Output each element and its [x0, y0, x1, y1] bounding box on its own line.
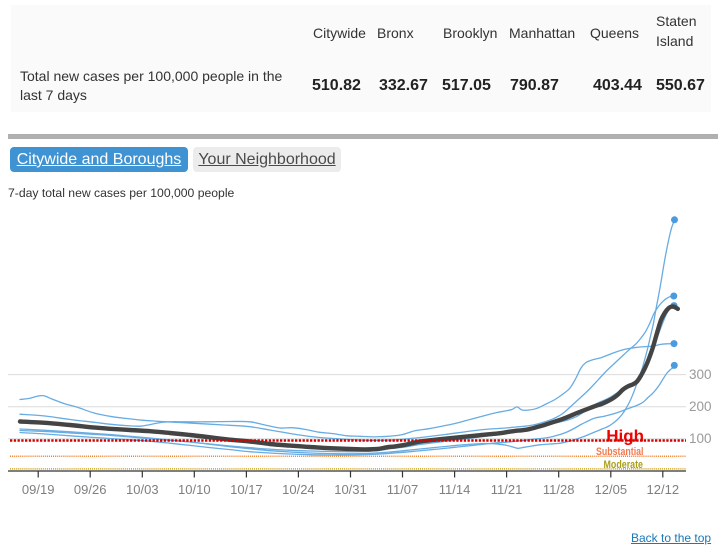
svg-text:09/26: 09/26 — [74, 482, 107, 497]
svg-text:12/05: 12/05 — [595, 482, 628, 497]
svg-text:10/31: 10/31 — [334, 482, 367, 497]
svg-text:10/10: 10/10 — [178, 482, 211, 497]
svg-text:300: 300 — [689, 367, 712, 382]
svg-text:200: 200 — [689, 399, 712, 414]
svg-text:10/24: 10/24 — [282, 482, 315, 497]
svg-text:11/14: 11/14 — [439, 482, 471, 497]
svg-text:11/28: 11/28 — [543, 482, 575, 497]
svg-text:11/21: 11/21 — [491, 482, 523, 497]
svg-text:10/03: 10/03 — [126, 482, 159, 497]
svg-text:100: 100 — [689, 431, 712, 446]
svg-text:09/19: 09/19 — [22, 482, 55, 497]
svg-text:Substantial: Substantial — [596, 446, 644, 458]
svg-text:11/07: 11/07 — [387, 482, 419, 497]
svg-text:12/12: 12/12 — [647, 482, 680, 497]
svg-text:High: High — [606, 427, 644, 446]
svg-text:10/17: 10/17 — [230, 482, 263, 497]
svg-text:Moderate: Moderate — [604, 459, 644, 471]
